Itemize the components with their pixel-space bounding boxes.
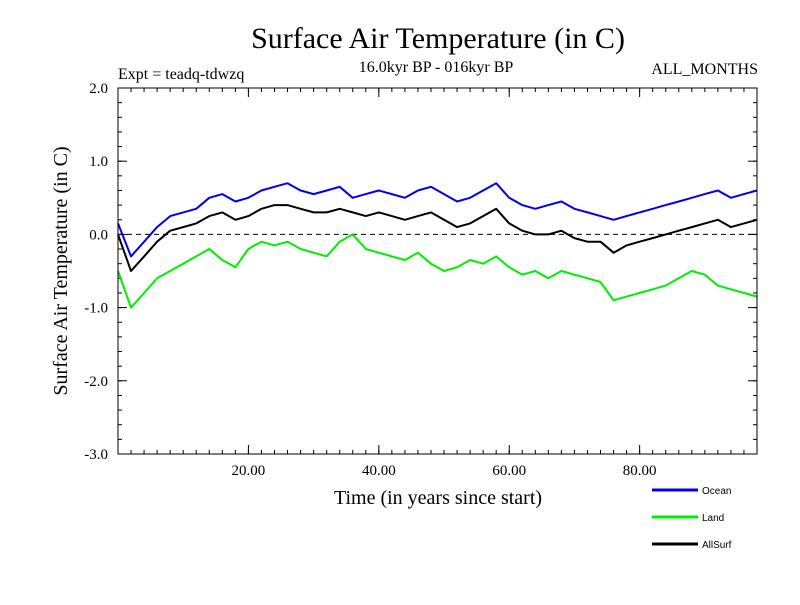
x-tick-label: 40.00 <box>362 463 396 479</box>
legend-label-ocean: Ocean <box>702 486 731 497</box>
y-tick-label: 1.0 <box>89 154 108 170</box>
legend: Ocean Land AllSurf <box>652 486 732 551</box>
legend-label-land: Land <box>702 513 724 524</box>
plot-frame <box>117 87 758 455</box>
series-line-allsurf <box>117 204 758 272</box>
legend-label-allsurf: AllSurf <box>702 540 732 551</box>
experiment-label: Expt = teadq-tdwzq <box>118 66 244 83</box>
months-label: ALL_MONTHS <box>651 61 758 78</box>
y-tick-label: -3.0 <box>84 447 108 463</box>
y-tick-label: 0.0 <box>89 227 108 243</box>
chart-subtitle: 16.0kyr BP - 016kyr BP <box>359 59 514 76</box>
x-axis-label: Time (in years since start) <box>334 487 542 509</box>
x-tick-label: 20.00 <box>232 463 266 479</box>
x-tick-label: 60.00 <box>492 463 526 479</box>
y-axis-label: Surface Air Temperature (in C) <box>50 146 72 395</box>
x-tick-label: 80.00 <box>623 463 657 479</box>
y-tick-label: -2.0 <box>84 374 108 390</box>
series-line-ocean <box>117 182 758 258</box>
series-line-land <box>117 233 758 309</box>
plot-area: 20.00 40.00 60.00 80.00 2.0 1.0 0.0 -1.0 -2.0 -3.… <box>84 81 758 479</box>
y-tick-label: -1.0 <box>84 301 108 317</box>
chart-title: Surface Air Temperature (in C) <box>251 22 625 55</box>
y-tick-label: 2.0 <box>89 81 108 97</box>
